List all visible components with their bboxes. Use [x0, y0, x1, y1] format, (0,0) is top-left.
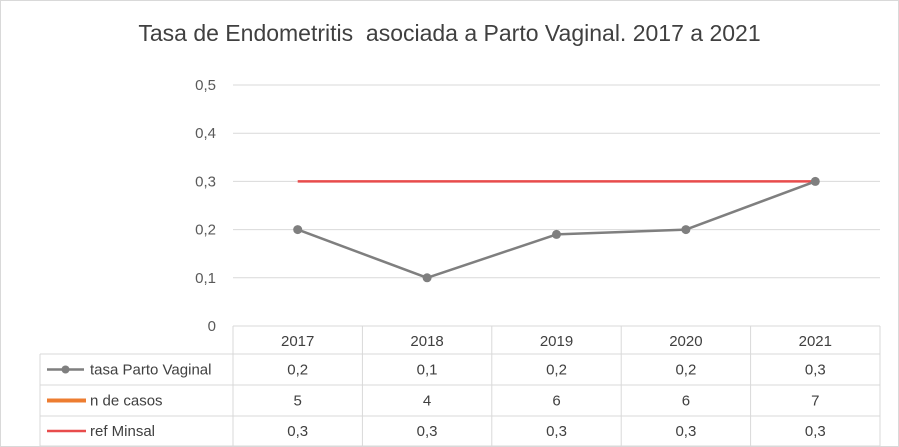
y-tick-label: 0: [208, 318, 216, 335]
data-point: [422, 273, 432, 283]
y-tick-label: 0,1: [195, 270, 216, 287]
x-category-label: 2018: [410, 333, 443, 350]
y-tick-label: 0,2: [195, 222, 216, 239]
data-table-cell: 4: [423, 393, 431, 410]
chart-title: Tasa de Endometritis asociada a Parto Va…: [138, 20, 761, 46]
y-tick-label: 0,4: [195, 125, 216, 142]
x-category-label: 2017: [281, 333, 314, 350]
data-table-cell: 0,3: [287, 423, 308, 440]
legend-key-marker: [61, 365, 70, 374]
x-category-label: 2020: [669, 333, 702, 350]
data-point: [293, 225, 303, 235]
y-tick-label: 0,3: [195, 173, 216, 190]
data-table-cell: 5: [294, 393, 302, 410]
x-category-label: 2019: [540, 333, 573, 350]
data-table-cell: 0,3: [805, 362, 826, 379]
x-category-label: 2021: [799, 333, 832, 350]
data-table-cell: 0,3: [417, 423, 438, 440]
data-table-cell: 7: [811, 393, 819, 410]
data-table-cell: 0,2: [675, 362, 696, 379]
data-table-cell: 0,3: [675, 423, 696, 440]
data-table-cell: 0,2: [287, 362, 308, 379]
data-table-cell: 0,2: [546, 362, 567, 379]
data-point: [681, 225, 691, 235]
data-point: [552, 229, 561, 239]
data-table-cell: 6: [682, 393, 690, 410]
data-table-cell: 0,3: [546, 423, 567, 440]
legend-series-name: n de casos: [90, 393, 163, 410]
y-tick-label: 0,5: [195, 77, 216, 94]
legend-series-name: tasa Parto Vaginal: [90, 362, 211, 379]
data-point: [810, 176, 820, 186]
data-table-cell: 0,1: [417, 362, 438, 379]
legend-series-name: ref Minsal: [90, 423, 155, 440]
data-table-cell: 0,3: [805, 423, 826, 440]
data-table-cell: 6: [552, 393, 560, 410]
